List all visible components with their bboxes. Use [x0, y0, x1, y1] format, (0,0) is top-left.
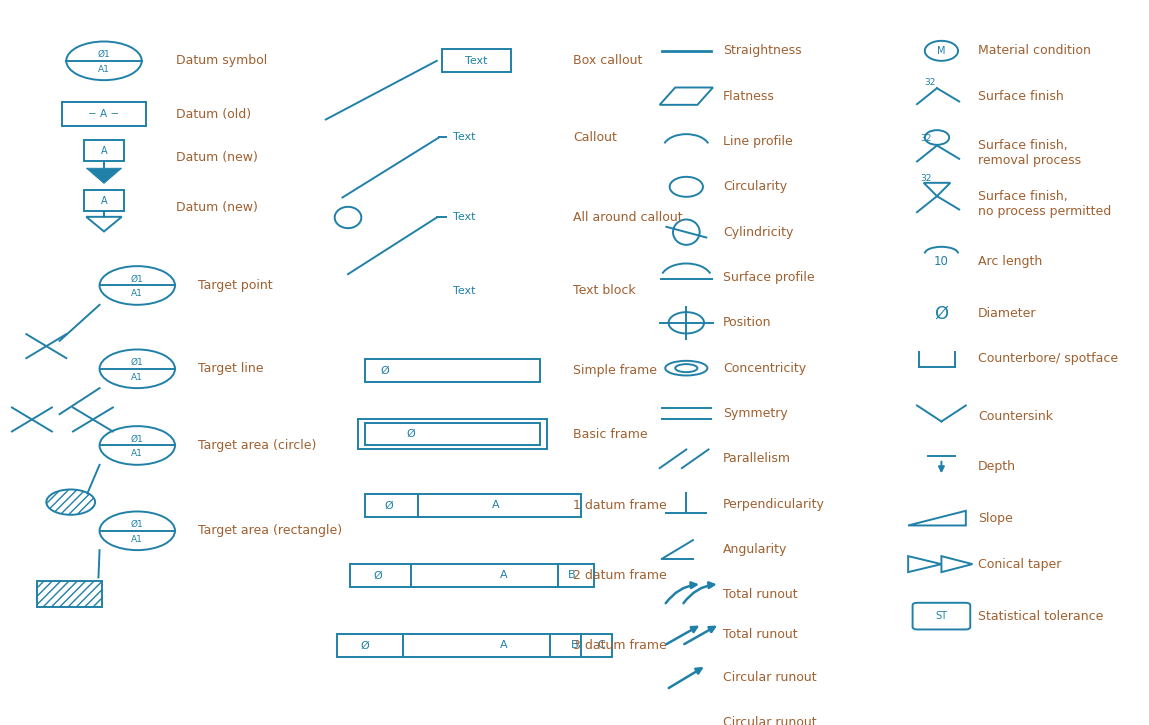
Text: Surface finish,
removal process: Surface finish, removal process [978, 139, 1081, 167]
Text: Concentricity: Concentricity [723, 362, 807, 375]
Text: Text: Text [453, 286, 476, 296]
Text: 32: 32 [925, 78, 936, 87]
Bar [38, 581, 102, 608]
Text: Ø1: Ø1 [131, 434, 144, 444]
Text: 32: 32 [920, 174, 932, 183]
Text: Straightness: Straightness [723, 44, 802, 57]
Bar [350, 564, 594, 587]
Text: Target line: Target line [199, 362, 264, 376]
Text: Ø: Ø [373, 571, 383, 581]
Text: Surface finish: Surface finish [978, 90, 1064, 103]
Text: A: A [500, 640, 507, 650]
Text: Material condition: Material condition [978, 44, 1090, 57]
Text: A1: A1 [131, 289, 144, 299]
Text: B: B [570, 640, 578, 650]
Text: A1: A1 [98, 65, 110, 74]
Text: Simple frame: Simple frame [573, 364, 657, 377]
Bar [337, 634, 612, 657]
Text: A: A [101, 146, 107, 156]
Text: Cylindricity: Cylindricity [723, 225, 793, 239]
Text: 32: 32 [920, 134, 932, 144]
Text: A: A [500, 571, 507, 581]
Text: Box callout: Box callout [573, 54, 642, 67]
Text: A: A [492, 500, 500, 510]
Bar [84, 140, 124, 162]
Polygon shape [86, 168, 122, 183]
Text: 2 datum frame: 2 datum frame [573, 569, 666, 582]
Bar [442, 49, 511, 72]
Text: Ø1: Ø1 [98, 50, 110, 59]
Text: Text block: Text block [573, 284, 635, 297]
Text: ST: ST [935, 611, 948, 621]
Text: All around callout: All around callout [573, 211, 683, 224]
Text: Circular runout: Circular runout [723, 716, 817, 725]
Text: Text: Text [453, 212, 476, 223]
Text: Angularity: Angularity [723, 543, 787, 556]
Text: Counterbore/ spotface: Counterbore/ spotface [978, 352, 1118, 365]
Text: Text: Text [453, 133, 476, 143]
Text: Total runout: Total runout [723, 629, 797, 642]
Text: Conical taper: Conical taper [978, 558, 1062, 571]
Text: Ø: Ø [385, 500, 393, 510]
Text: Datum symbol: Datum symbol [176, 54, 268, 67]
Text: B: B [569, 571, 576, 581]
Text: A1: A1 [131, 373, 144, 382]
Text: Ø1: Ø1 [131, 357, 144, 367]
Text: Perpendicularity: Perpendicularity [723, 497, 825, 510]
Bar [84, 190, 124, 212]
Text: Datum (new): Datum (new) [176, 201, 259, 214]
Text: Circular runout: Circular runout [723, 671, 817, 684]
Bar [364, 360, 540, 382]
Bar [364, 494, 581, 517]
Text: Ø: Ø [934, 304, 948, 323]
Text: Target point: Target point [199, 279, 273, 292]
Text: Parallelism: Parallelism [723, 452, 791, 465]
Text: Ø1: Ø1 [131, 520, 144, 529]
Text: C: C [597, 640, 604, 650]
Text: − A −: − A − [88, 109, 119, 119]
Text: Line profile: Line profile [723, 135, 793, 148]
Text: A1: A1 [131, 535, 144, 544]
Text: Flatness: Flatness [723, 90, 774, 103]
Text: A: A [101, 196, 107, 206]
Text: Statistical tolerance: Statistical tolerance [978, 610, 1103, 623]
Bar [364, 423, 540, 445]
Text: Ø: Ø [361, 640, 369, 650]
Text: 3 datum frame: 3 datum frame [573, 639, 666, 652]
Text: Callout: Callout [573, 131, 617, 144]
Text: Total runout: Total runout [723, 588, 797, 601]
Text: Surface profile: Surface profile [723, 271, 815, 284]
Text: Ø1: Ø1 [131, 274, 144, 283]
Text: Diameter: Diameter [978, 307, 1036, 320]
Text: Symmetry: Symmetry [723, 407, 788, 420]
Text: Depth: Depth [978, 460, 1016, 473]
Text: Datum (new): Datum (new) [176, 151, 259, 164]
Text: Target area (rectangle): Target area (rectangle) [199, 524, 342, 537]
Text: Target area (circle): Target area (circle) [199, 439, 317, 452]
Text: Countersink: Countersink [978, 410, 1052, 423]
Text: Arc length: Arc length [978, 255, 1042, 268]
Text: 1 datum frame: 1 datum frame [573, 499, 666, 512]
Text: 10: 10 [934, 255, 949, 268]
Text: Circularity: Circularity [723, 181, 787, 194]
Text: Ø: Ø [380, 366, 390, 376]
Text: Basic frame: Basic frame [573, 428, 648, 441]
Text: Position: Position [723, 316, 771, 329]
Bar [358, 419, 547, 450]
Text: A1: A1 [131, 450, 144, 458]
Text: Datum (old): Datum (old) [176, 107, 252, 120]
Bar [62, 102, 146, 126]
Text: Slope: Slope [978, 513, 1012, 526]
Text: Ø: Ø [407, 429, 416, 439]
Text: Surface finish,
no process permitted: Surface finish, no process permitted [978, 190, 1111, 218]
Text: M: M [938, 46, 946, 56]
Text: Text: Text [465, 56, 488, 66]
